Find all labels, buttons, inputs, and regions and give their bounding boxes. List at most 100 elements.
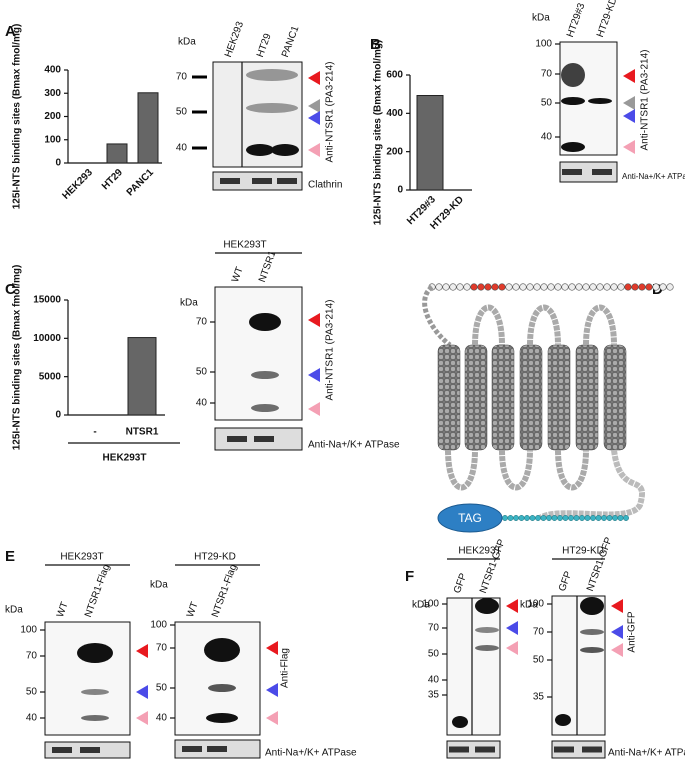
marker-label: 50 <box>176 107 188 118</box>
band <box>561 142 585 152</box>
arrowhead <box>506 641 518 655</box>
arrowhead <box>623 69 635 83</box>
y-tick-label: 300 <box>44 88 61 99</box>
y-tick-label: 0 <box>55 158 61 169</box>
blot <box>446 597 501 736</box>
residue <box>456 283 464 291</box>
antibody-label: Anti-NTSR1 (PA3-214) <box>640 50 651 151</box>
y-tick-label: 400 <box>386 108 403 119</box>
arrowhead <box>266 683 278 697</box>
blot <box>214 286 303 421</box>
arrowhead <box>611 599 623 613</box>
loading-blot <box>551 740 606 759</box>
loading-band <box>227 436 247 442</box>
residue <box>554 283 562 291</box>
band <box>246 69 298 81</box>
band <box>204 638 240 662</box>
tag-residue <box>540 515 547 521</box>
residue <box>442 283 450 291</box>
residue <box>575 283 583 291</box>
loading-band <box>220 178 240 184</box>
tag-residue <box>612 515 618 521</box>
loop <box>472 304 505 346</box>
residue <box>603 283 611 291</box>
tag-residue <box>524 515 530 521</box>
unit-label: kDa <box>412 600 430 611</box>
band <box>580 629 604 635</box>
blot-header: HT29-KD <box>194 552 236 563</box>
residue <box>533 283 541 291</box>
residue <box>519 283 527 291</box>
y-tick-label: 5000 <box>39 371 62 382</box>
residue <box>645 283 653 291</box>
blot-header: HEK293T <box>458 546 501 557</box>
panel-letter: F <box>405 568 414 585</box>
tag-label: TAG <box>458 511 482 525</box>
residue <box>652 283 660 291</box>
helix <box>491 344 515 451</box>
arrowhead <box>611 625 623 639</box>
tag-residue <box>513 515 519 521</box>
blot-header: HEK293T <box>60 552 103 563</box>
residue <box>547 283 555 291</box>
x-tick-label: HT29 <box>100 167 125 192</box>
marker-label: 50 <box>196 367 208 378</box>
marker-label: 100 <box>150 620 167 631</box>
band <box>251 404 279 412</box>
unit-label: kDa <box>150 580 168 591</box>
tag-residue <box>568 515 574 521</box>
residue <box>463 283 471 291</box>
tag-residue <box>601 515 607 521</box>
blot-header: HT29-KD <box>562 546 604 557</box>
helix <box>575 344 599 451</box>
blot <box>551 595 606 736</box>
marker-label: 40 <box>156 713 168 724</box>
lane-label: NTSR1-GFP <box>585 536 615 593</box>
y-tick-label: 200 <box>386 146 403 157</box>
band <box>580 597 604 615</box>
loading-blot <box>446 740 501 759</box>
tag-residue <box>535 515 541 521</box>
x-tick-label: - <box>93 427 96 438</box>
marker-label: 40 <box>541 132 553 143</box>
y-tick-label: 0 <box>55 410 61 421</box>
tag-residue <box>595 515 602 521</box>
arrowhead <box>623 96 635 110</box>
residue <box>435 283 443 291</box>
residue <box>659 283 667 291</box>
residue <box>582 283 590 291</box>
residue <box>484 283 492 291</box>
tag-residue <box>507 515 514 521</box>
marker-label: 70 <box>26 651 38 662</box>
marker-label: 50 <box>533 655 545 666</box>
lane-label: NTSR1-Flag <box>210 563 239 619</box>
arrowhead <box>266 711 278 725</box>
helix <box>519 344 543 451</box>
y-tick-label: 600 <box>386 70 403 81</box>
helix <box>437 344 461 451</box>
tag-residue <box>573 515 580 521</box>
marker-label: 100 <box>527 599 544 610</box>
tag-residue <box>546 515 552 521</box>
marker-label: 70 <box>428 623 440 634</box>
loading-band <box>182 746 202 752</box>
marker-label: 70 <box>156 643 168 654</box>
residue <box>624 283 632 291</box>
loop <box>555 449 589 491</box>
loading-band <box>277 178 297 184</box>
y-tick-label: 15000 <box>33 295 61 306</box>
marker-label: 100 <box>422 599 439 610</box>
arrowhead <box>308 111 320 125</box>
lane-label: GFP <box>557 570 574 593</box>
lane-label: HT29#3 <box>565 1 588 39</box>
tag-residue <box>502 515 508 521</box>
tag-residue <box>579 515 585 521</box>
loading-band <box>592 169 612 175</box>
arrowhead <box>506 599 518 613</box>
loop <box>583 304 617 346</box>
unit-label: kDa <box>532 13 550 24</box>
lane-label: HT29 <box>255 32 274 59</box>
lane-label: WT <box>55 601 71 619</box>
loop <box>527 304 561 346</box>
unit-label: kDa <box>520 600 538 611</box>
